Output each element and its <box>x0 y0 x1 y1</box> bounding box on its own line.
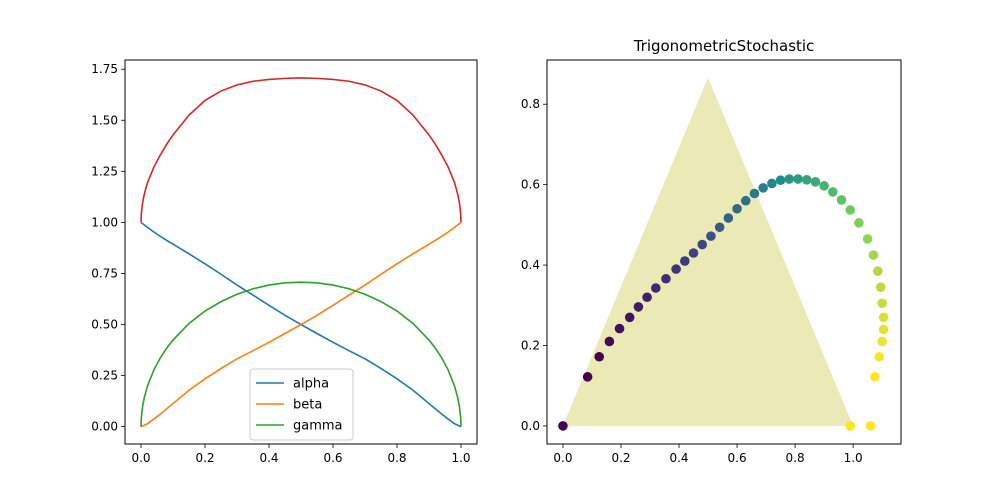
scatter-chart-x-axis: 0.0 0.2 0.4 0.6 0.8 1.0 <box>553 444 863 465</box>
scatter-point <box>775 175 786 186</box>
scatter-point <box>558 421 568 431</box>
scatter-point <box>697 239 708 250</box>
x-tick-label: 0.6 <box>323 451 342 465</box>
y-tick-label: 1.75 <box>91 62 118 76</box>
y-tick-label: 0.4 <box>521 258 540 272</box>
scatter-chart-frame <box>546 59 902 445</box>
y-tick-label: 0.75 <box>91 266 118 280</box>
scatter-point <box>862 234 873 244</box>
line-chart-x-axis: 0.0 0.2 0.4 0.6 0.8 1.0 <box>131 444 471 465</box>
line-chart-legend: alpha beta gamma <box>249 368 354 441</box>
scatter-point <box>604 336 615 347</box>
scatter-point <box>680 256 690 266</box>
scatter-point <box>661 273 671 284</box>
x-tick-label: 0.0 <box>131 451 150 465</box>
scatter-point <box>614 323 625 334</box>
y-tick-label: 0.00 <box>91 420 118 434</box>
series-line-series-3 <box>140 77 462 223</box>
y-tick-label: 0.0 <box>521 419 540 433</box>
legend-label-beta: beta <box>293 398 322 413</box>
legend-box <box>249 368 354 441</box>
scatter-point <box>671 264 681 274</box>
x-tick-label: 0.8 <box>786 451 805 465</box>
y-tick-label: 1.50 <box>91 113 118 127</box>
scatter-point <box>740 195 751 206</box>
x-tick-label: 0.6 <box>728 451 747 465</box>
scatter-point <box>749 188 760 199</box>
scatter-point <box>878 324 889 335</box>
scatter-point <box>714 222 725 233</box>
scatter-point <box>836 195 847 205</box>
scatter-point <box>872 266 883 276</box>
scatter-point <box>845 421 856 431</box>
y-tick-label: 0.50 <box>91 318 118 332</box>
scatter-point <box>642 292 652 303</box>
scatter-point <box>651 283 661 293</box>
scatter-point <box>854 218 864 228</box>
scatter-point <box>801 175 812 185</box>
legend-label-gamma: gamma <box>293 419 343 434</box>
line-chart-y-axis: 0.00 0.25 0.50 0.75 1.00 1.25 1.50 1.75 <box>91 62 125 434</box>
scatter-point <box>878 312 889 323</box>
y-tick-label: 0.2 <box>521 338 540 352</box>
scatter-point <box>767 178 777 189</box>
scatter-point <box>868 250 879 260</box>
scatter-point <box>870 372 880 382</box>
scatter-point <box>758 183 768 193</box>
scatter-point <box>688 248 699 258</box>
line-chart-frame <box>124 59 478 445</box>
simplex-triangle <box>562 77 854 426</box>
scatter-point <box>732 203 742 214</box>
scatter-point <box>594 351 605 362</box>
y-tick-label: 0.8 <box>521 97 540 111</box>
y-tick-label: 0.6 <box>521 178 540 192</box>
series-line-gamma <box>140 281 462 427</box>
scatter-point <box>845 205 856 215</box>
scatter-points <box>558 174 889 431</box>
scatter-point <box>874 351 885 362</box>
x-tick-label: 0.2 <box>611 451 630 465</box>
x-tick-label: 0.8 <box>387 451 406 465</box>
scatter-point <box>865 421 876 431</box>
x-tick-label: 1.0 <box>451 451 470 465</box>
scatter-point <box>877 336 887 347</box>
scatter-point <box>706 231 716 241</box>
x-tick-label: 0.0 <box>553 451 572 465</box>
scatter-point <box>819 181 829 191</box>
scatter-point <box>875 282 886 292</box>
series-line-beta <box>140 221 462 428</box>
y-tick-label: 1.25 <box>91 164 118 178</box>
scatter-point <box>633 302 644 312</box>
scatter-chart-title: TrigonometricStochastic <box>633 37 815 55</box>
scatter-point <box>877 298 887 309</box>
line-chart-series <box>140 77 462 428</box>
x-tick-label: 0.2 <box>195 451 214 465</box>
scatter-point <box>723 213 734 223</box>
scatter-point <box>582 372 593 382</box>
scatter-point <box>828 187 838 197</box>
scatter-point <box>784 174 795 184</box>
scatter-chart-panel: TrigonometricStochastic 0.0 0.2 0.4 0.6 0.8 1… <box>521 37 902 465</box>
scatter-point <box>810 177 821 187</box>
x-tick-label: 0.4 <box>669 451 688 465</box>
scatter-point <box>624 312 635 323</box>
x-tick-label: 1.0 <box>844 451 863 465</box>
y-tick-label: 1.00 <box>91 215 118 229</box>
scatter-point <box>793 174 803 184</box>
line-chart-panel: 0.0 0.2 0.4 0.6 0.8 1.0 0.00 0.25 0.50 0.75 1.00 1… <box>91 59 478 465</box>
scatter-chart-y-axis: 0.0 0.2 0.4 0.6 0.8 <box>521 97 547 433</box>
x-tick-label: 0.4 <box>259 451 278 465</box>
y-tick-label: 0.25 <box>91 369 118 383</box>
legend-label-alpha: alpha <box>293 377 329 392</box>
